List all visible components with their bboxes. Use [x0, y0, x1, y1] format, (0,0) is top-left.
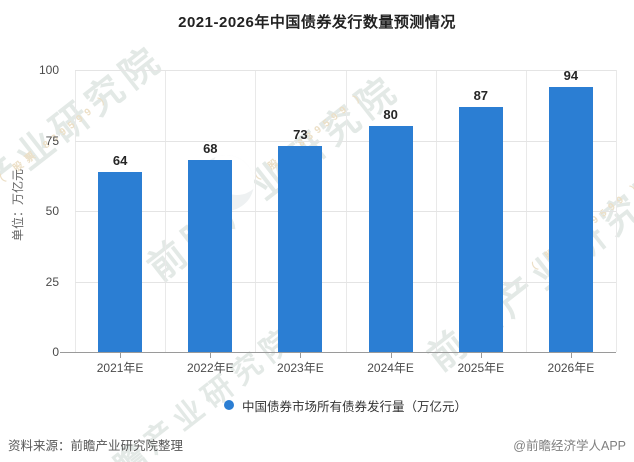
horizontal-gridline	[75, 281, 616, 283]
axis-tick	[390, 353, 392, 358]
bar-value-label: 80	[383, 107, 398, 123]
horizontal-gridline	[75, 70, 616, 71]
vertical-gridline	[616, 70, 617, 352]
x-axis-label: 2025年E	[457, 361, 505, 375]
bar-value-label: 87	[473, 87, 489, 103]
bar-2025年E[interactable]	[458, 106, 503, 352]
horizontal-gridline	[75, 211, 616, 212]
x-axis-label: 2021年E	[96, 361, 144, 375]
y-axis-tick-label: 50	[45, 204, 59, 218]
source-text: 资料来源：前瞻产业研究院整理	[8, 439, 184, 453]
bar-value-label: 64	[112, 152, 128, 168]
x-axis-label: 2024年E	[367, 361, 414, 375]
x-axis-label: 2026年E	[547, 361, 595, 375]
chart-title: 2021-2026年中国债券发行数量预测情况	[178, 14, 456, 31]
bar-value-label: 68	[203, 141, 218, 157]
y-axis-tick-label: 75	[45, 133, 59, 148]
x-axis-label: 2022年E	[186, 361, 234, 375]
bar-2026年E[interactable]	[548, 86, 593, 352]
y-axis-tick-label: 0	[52, 345, 59, 359]
axis-tick	[300, 353, 302, 358]
axis-tick	[570, 353, 572, 358]
bar-2021年E[interactable]	[98, 171, 143, 352]
horizontal-gridline	[75, 140, 616, 142]
axis-tick	[480, 353, 482, 358]
axis-tick	[210, 353, 212, 358]
credit-text: @前瞻经济学人APP	[513, 439, 626, 453]
legend-label: 中国债券市场所有债券发行量（万亿元）	[241, 399, 467, 414]
x-axis-line	[60, 352, 616, 353]
y-axis-tick-label: 25	[45, 274, 59, 289]
y-axis-tick-label: 100	[38, 63, 59, 77]
x-axis-label: 2023年E	[277, 361, 324, 375]
bar-2022年E[interactable]	[188, 160, 233, 352]
bar-value-label: 94	[563, 67, 579, 83]
legend[interactable]: 中国债券市场所有债券发行量（万亿元）	[75, 397, 616, 414]
bar-value-label: 73	[293, 127, 308, 143]
legend-marker	[223, 400, 234, 410]
bar-2024年E[interactable]	[368, 126, 413, 352]
axis-tick	[120, 353, 122, 358]
bar-2023年E[interactable]	[278, 146, 323, 352]
